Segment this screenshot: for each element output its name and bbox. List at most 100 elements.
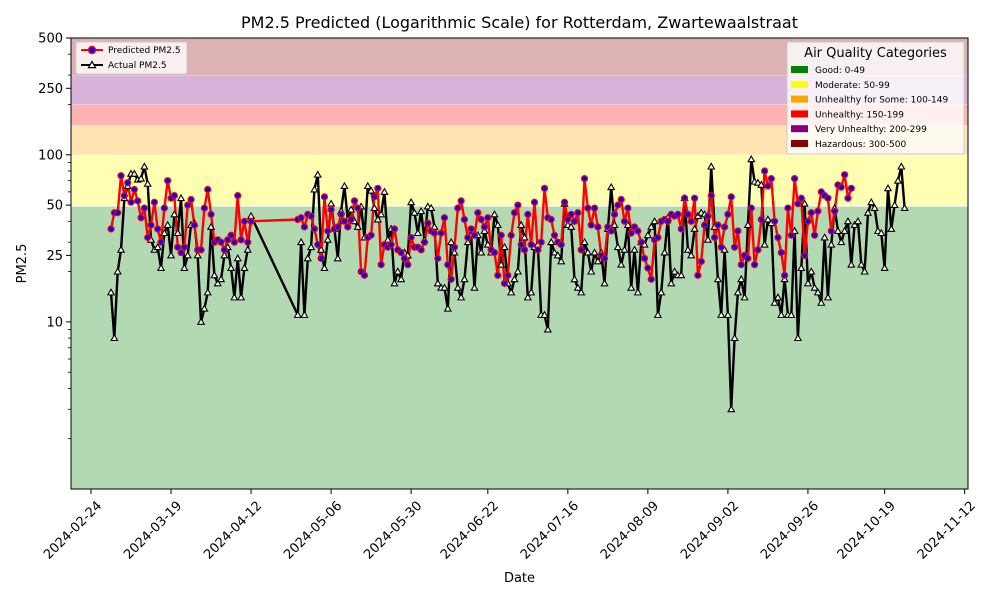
actual-point [883, 184, 893, 192]
predicted-point [694, 271, 702, 279]
predicted-point [310, 225, 319, 233]
actual-point [870, 203, 879, 212]
actual-point [180, 263, 189, 272]
category-swatch [791, 140, 808, 147]
predicted-point [137, 214, 145, 222]
category-swatch [791, 95, 808, 103]
predicted-point [430, 229, 439, 237]
predicted-point [317, 254, 325, 262]
actual-point [703, 235, 713, 243]
actual-point [163, 220, 172, 228]
actual-point [633, 288, 643, 296]
actual-point [630, 245, 639, 253]
predicted-point [587, 221, 595, 229]
predicted-point [787, 231, 795, 239]
actual-point [877, 228, 886, 237]
predicted-point [764, 182, 772, 190]
actual-point [110, 333, 119, 342]
actual-point [306, 242, 316, 251]
predicted-point [344, 223, 352, 231]
predicted-point [594, 223, 602, 231]
predicted-point [117, 172, 125, 180]
predicted-point [407, 233, 415, 242]
predicted-point [144, 233, 152, 242]
predicted-point [354, 204, 362, 212]
predicted-point [320, 193, 329, 201]
predicted-point [774, 233, 782, 242]
actual-point [743, 220, 753, 228]
x-tick-label: 2024-05-06 [281, 499, 345, 563]
predicted-point [217, 238, 225, 246]
actual-point [850, 220, 859, 228]
actual-point [380, 187, 389, 195]
predicted-point [644, 264, 652, 272]
predicted-point [297, 214, 305, 222]
actual-point [193, 251, 202, 259]
predicted-point [327, 205, 335, 214]
actual-point [737, 274, 746, 283]
predicted-point [640, 254, 649, 262]
category-label: Very Unhealthy: 200-299 [815, 125, 927, 135]
predicted-point [464, 233, 472, 242]
actual-point [510, 274, 519, 283]
actual-point [580, 237, 589, 246]
y-tick-label: 25 [46, 249, 63, 264]
actual-point [557, 257, 566, 265]
predicted-point [170, 191, 178, 200]
actual-point [823, 293, 833, 301]
predicted-point [334, 223, 342, 231]
predicted-point [494, 271, 502, 279]
predicted-point [450, 243, 459, 251]
y-tick-label: 50 [46, 199, 63, 214]
actual-point [887, 224, 896, 232]
actual-point [577, 288, 586, 296]
predicted-point [454, 204, 462, 212]
predicted-point [307, 212, 315, 220]
actual-point [807, 267, 816, 275]
actual-point [210, 271, 219, 279]
predicted-point [517, 241, 525, 249]
actual-point [500, 242, 509, 251]
actual-point [130, 169, 139, 177]
predicted-point [620, 217, 629, 225]
actual-point [456, 293, 466, 301]
predicted-point [590, 204, 599, 212]
actual-point [293, 310, 302, 318]
actual-point [757, 180, 766, 188]
predicted-point [197, 246, 205, 254]
predicted-point [547, 215, 555, 224]
predicted-point [777, 248, 785, 257]
predicted-point [240, 217, 248, 225]
predicted-point [704, 212, 712, 220]
legend-entry-predicted: Predicted PM2.5 [81, 45, 181, 56]
actual-point [166, 251, 176, 259]
x-tick-label: 2024-09-02 [678, 499, 742, 563]
predicted-point [807, 209, 815, 217]
actual-point [723, 310, 733, 318]
x-tick-label: 2024-04-12 [201, 499, 265, 563]
actual-point [140, 162, 149, 170]
actual-point [483, 240, 492, 248]
series-markers [106, 154, 909, 413]
predicted-point [584, 204, 592, 212]
predicted-point [534, 246, 542, 254]
actual-point [413, 228, 422, 237]
predicted-point [557, 241, 565, 249]
actual-point [620, 245, 629, 253]
predicted-point [400, 254, 409, 262]
predicted-point [200, 204, 208, 212]
actual-point [793, 333, 803, 342]
actual-point [176, 193, 186, 202]
predicted-point [114, 209, 122, 217]
x-axis-ticks: 2024-02-24 2024-03-19 2024-04-12 2024-05-06… [41, 489, 979, 563]
predicted-point [187, 195, 195, 204]
predicted-point [727, 193, 735, 201]
actual-point [363, 181, 372, 190]
category-swatch [791, 125, 808, 133]
predicted-point [460, 215, 469, 224]
predicted-point [600, 254, 609, 262]
actual-point [863, 208, 873, 216]
actual-point [313, 170, 322, 178]
actual-point [433, 279, 442, 287]
actual-point [106, 288, 116, 296]
